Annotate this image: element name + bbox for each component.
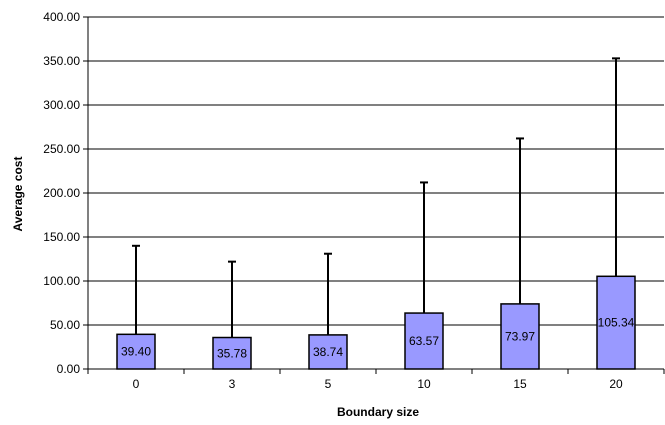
data-label: 105.34 [598,316,635,330]
bars [116,275,636,370]
y-tick-label: 350.00 [43,54,80,68]
y-tick-labels: 0.00 50.00 100.00 150.00 200.00 250.00 300.00 3… [43,10,80,376]
x-tick-label: 10 [417,377,431,391]
x-tick-label: 5 [325,377,332,391]
y-axis-title: Average cost [11,157,25,232]
y-tick-label: 300.00 [43,98,80,112]
x-tick-label: 20 [609,377,623,391]
x-tick-label: 0 [133,377,140,391]
y-tick-label: 200.00 [43,186,80,200]
data-label: 73.97 [505,329,535,343]
data-label: 35.78 [217,346,247,360]
y-tick-label: 100.00 [43,274,80,288]
error-bars [132,57,620,338]
y-tick-label: 250.00 [43,142,80,156]
data-labels: 39.40 35.78 38.74 63.57 73.97 105.34 [121,316,635,361]
x-tick-labels: 0 3 5 10 15 20 [133,377,623,391]
y-tick-label: 0.00 [57,362,81,376]
bar-5 [308,334,348,370]
y-tick-label: 150.00 [43,230,80,244]
x-axis-title: Boundary size [337,405,419,419]
gridlines [88,16,664,326]
x-tick-label: 3 [229,377,236,391]
y-tick-label: 50.00 [50,318,80,332]
y-tick-label: 400.00 [43,10,80,24]
data-label: 38.74 [313,345,343,359]
data-label: 39.40 [121,345,151,359]
axes [83,16,665,374]
data-label: 63.57 [409,334,439,348]
bar-0 [116,333,156,370]
x-tick-label: 15 [513,377,527,391]
